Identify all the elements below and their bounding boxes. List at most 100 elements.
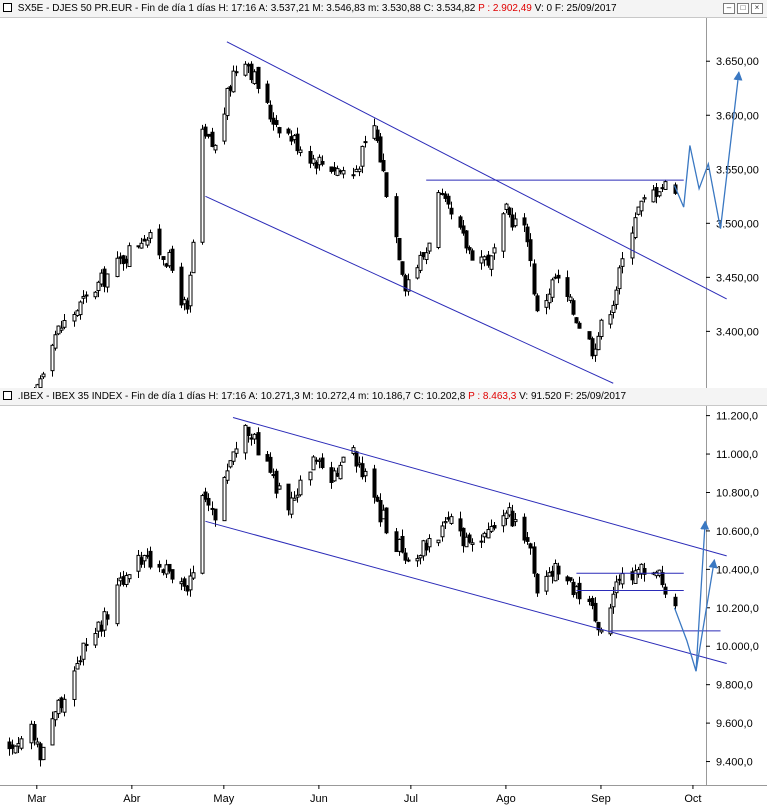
- candle: [225, 463, 230, 484]
- candle: [115, 577, 120, 627]
- maximize-icon[interactable]: □: [737, 3, 749, 14]
- channel-line: [226, 41, 727, 300]
- candle: [403, 548, 408, 565]
- candle: [436, 539, 441, 547]
- candle: [191, 565, 196, 581]
- candle: [289, 491, 294, 519]
- candle: [84, 638, 89, 652]
- candle: [222, 107, 227, 145]
- forecast-path-secondary: [695, 558, 718, 672]
- candle: [157, 224, 162, 260]
- candle: [78, 300, 83, 320]
- candle: [525, 223, 530, 247]
- candle: [341, 456, 346, 463]
- header-v: V: 91.520: [519, 391, 562, 402]
- header-c: C: 3.534,82: [423, 3, 476, 14]
- candle: [436, 190, 441, 250]
- candle: [124, 572, 129, 588]
- candle: [614, 286, 619, 310]
- y-tick-label: 3.650,00: [716, 56, 759, 68]
- panel-marker-icon: [3, 391, 12, 400]
- header-min: m: 10.186,7: [358, 391, 411, 402]
- candle: [642, 194, 647, 203]
- candle: [363, 468, 368, 483]
- x-tick-label: Jun: [310, 793, 328, 805]
- candle: [53, 330, 58, 351]
- candle: [213, 144, 218, 154]
- header-m: M: 3.546,83: [312, 3, 366, 14]
- candle: [200, 124, 205, 245]
- candle: [182, 576, 187, 592]
- chart-panel-ibex[interactable]: .IBEX - IBEX 35 INDEX - Fin de día 1 día…: [0, 388, 767, 785]
- candle: [400, 529, 405, 554]
- candle: [449, 513, 454, 525]
- candle: [252, 433, 257, 444]
- candle: [394, 193, 399, 244]
- candle: [360, 145, 365, 174]
- candle: [568, 577, 573, 583]
- candle: [234, 441, 239, 458]
- candle: [522, 213, 527, 232]
- candle: [231, 65, 236, 93]
- candle: [633, 212, 638, 240]
- candle: [231, 451, 236, 466]
- candle: [501, 211, 506, 259]
- channel-line: [205, 520, 727, 665]
- chart-panel-sx5e[interactable]: SX5E - DJES 50 PR.EUR - Fin de día 1 día…: [0, 0, 767, 388]
- candle: [574, 316, 579, 324]
- chart-canvas-ibex[interactable]: 11.200,0 11.000,0 10.800,0 10.600,0 10.400,0…: [0, 406, 767, 785]
- candle: [308, 471, 313, 486]
- candle: [311, 154, 316, 166]
- y-tick-label: 10.000,0: [716, 641, 759, 653]
- candle: [53, 710, 58, 727]
- candle: [617, 265, 622, 295]
- candle: [470, 538, 475, 552]
- candle: [298, 475, 303, 497]
- candle: [449, 201, 454, 220]
- candle: [148, 546, 153, 570]
- candle: [274, 468, 279, 499]
- candle: [127, 574, 132, 583]
- candle: [32, 721, 37, 746]
- minimize-icon[interactable]: –: [723, 3, 735, 14]
- header-period: Fin de día 1 días: [141, 3, 216, 14]
- candle: [528, 233, 533, 267]
- candle: [620, 567, 625, 589]
- candle: [639, 200, 644, 217]
- candle: [571, 298, 576, 316]
- header-f: F: 25/09/2017: [564, 391, 627, 402]
- candle: [286, 127, 291, 136]
- close-icon[interactable]: ×: [751, 3, 763, 14]
- x-axis: Mar Abr May Jun Jul Ago Sep Oct: [0, 785, 767, 805]
- candle: [243, 61, 248, 77]
- candle: [62, 694, 67, 717]
- candle: [446, 193, 451, 209]
- candle: [550, 277, 555, 303]
- header-symbol: .IBEX - IBEX 35 INDEX: [17, 391, 123, 402]
- candle: [532, 259, 537, 296]
- candle: [443, 516, 448, 529]
- candle: [225, 87, 230, 120]
- candle: [234, 65, 239, 77]
- x-tick-label: Sep: [591, 793, 611, 805]
- candle: [657, 191, 662, 198]
- candle: [105, 611, 110, 626]
- candle: [440, 521, 445, 542]
- candle: [492, 521, 497, 531]
- candle: [384, 172, 389, 198]
- chart-canvas-sx5e[interactable]: 3.650,00 3.600,00 3.550,00 3.500,00 3.450,00…: [0, 18, 767, 388]
- candle: [482, 531, 487, 544]
- candle: [295, 127, 300, 155]
- candle: [102, 607, 107, 638]
- candle: [633, 564, 638, 584]
- candle: [504, 510, 509, 526]
- candle: [535, 293, 540, 313]
- candle: [188, 271, 193, 313]
- candle: [486, 522, 491, 539]
- candle: [363, 135, 368, 148]
- candle: [38, 375, 43, 388]
- header-p: P : 8.463,3: [468, 391, 517, 402]
- candle: [470, 248, 475, 261]
- candle: [50, 343, 55, 377]
- candle: [513, 512, 518, 527]
